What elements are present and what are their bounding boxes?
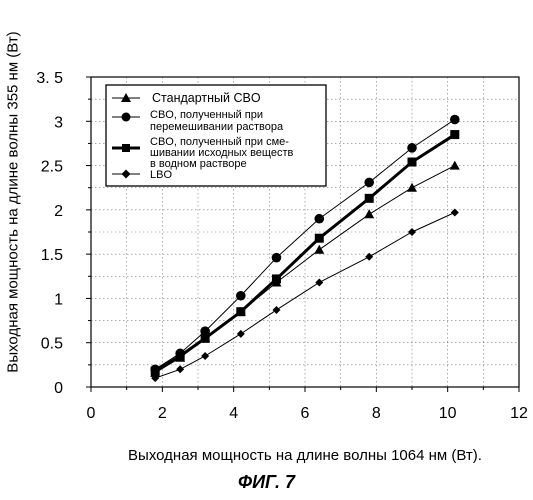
- x-tick-label: 4: [229, 405, 238, 422]
- data-point-square: [450, 130, 459, 139]
- legend-marker-square: [122, 144, 130, 152]
- data-point-square: [236, 307, 245, 316]
- y-tick-label: 2.5: [41, 159, 63, 176]
- data-point-triangle: [364, 209, 374, 218]
- data-point-diamond: [237, 330, 245, 338]
- data-point-circle: [314, 214, 324, 224]
- x-tick-label: 8: [372, 405, 381, 422]
- data-point-triangle: [407, 183, 417, 192]
- data-point-circle: [236, 291, 246, 301]
- data-point-circle: [450, 115, 460, 125]
- data-point-circle: [272, 253, 282, 263]
- data-point-diamond: [272, 306, 280, 314]
- data-point-diamond: [408, 228, 416, 236]
- data-point-circle: [407, 143, 417, 153]
- legend-label-stirred-1: CBO, полученный при: [150, 109, 263, 121]
- legend-label-standard: Стандартный CBO: [152, 91, 261, 105]
- y-tick-label: 3. 5: [36, 70, 63, 87]
- y-tick-label: 0: [54, 380, 63, 397]
- x-axis-label: Выходная мощность на длине волны 1064 нм…: [90, 447, 520, 464]
- y-tick-label: 0.5: [41, 336, 63, 353]
- data-point-square: [201, 334, 210, 343]
- legend-label-stirred-2: перемешивании раствора: [150, 121, 284, 133]
- data-point-triangle: [450, 161, 460, 170]
- data-point-circle: [364, 178, 374, 188]
- legend: Стандартный CBO CBO, полученный при пере…: [106, 85, 326, 186]
- data-point-diamond: [176, 365, 184, 373]
- data-point-square: [315, 234, 324, 243]
- y-tick-label: 3: [54, 114, 63, 131]
- legend-label-lbo: LBO: [150, 169, 172, 181]
- y-tick-label: 1: [54, 291, 63, 308]
- x-tick-label: 0: [87, 405, 96, 422]
- x-tick-label: 2: [158, 405, 167, 422]
- y-tick-label: 2: [54, 203, 63, 220]
- data-point-square: [365, 194, 374, 203]
- figure-caption: ФИГ. 7: [0, 472, 533, 493]
- data-point-triangle: [314, 245, 324, 254]
- chart: 0 2 4 6 8 10 12 0 0.5 1 1.5 2 2.5 3 3. 5 Стандартный C…: [0, 0, 533, 440]
- y-tick-label: 1.5: [41, 247, 63, 264]
- data-point-diamond: [315, 278, 323, 286]
- data-point-square: [176, 352, 185, 361]
- x-tick-label: 10: [439, 405, 457, 422]
- data-point-square: [272, 274, 281, 283]
- data-point-square: [408, 158, 417, 167]
- data-point-diamond: [201, 352, 209, 360]
- legend-marker-circle: [122, 113, 131, 122]
- x-tick-label: 6: [301, 405, 310, 422]
- x-tick-label: 12: [510, 405, 528, 422]
